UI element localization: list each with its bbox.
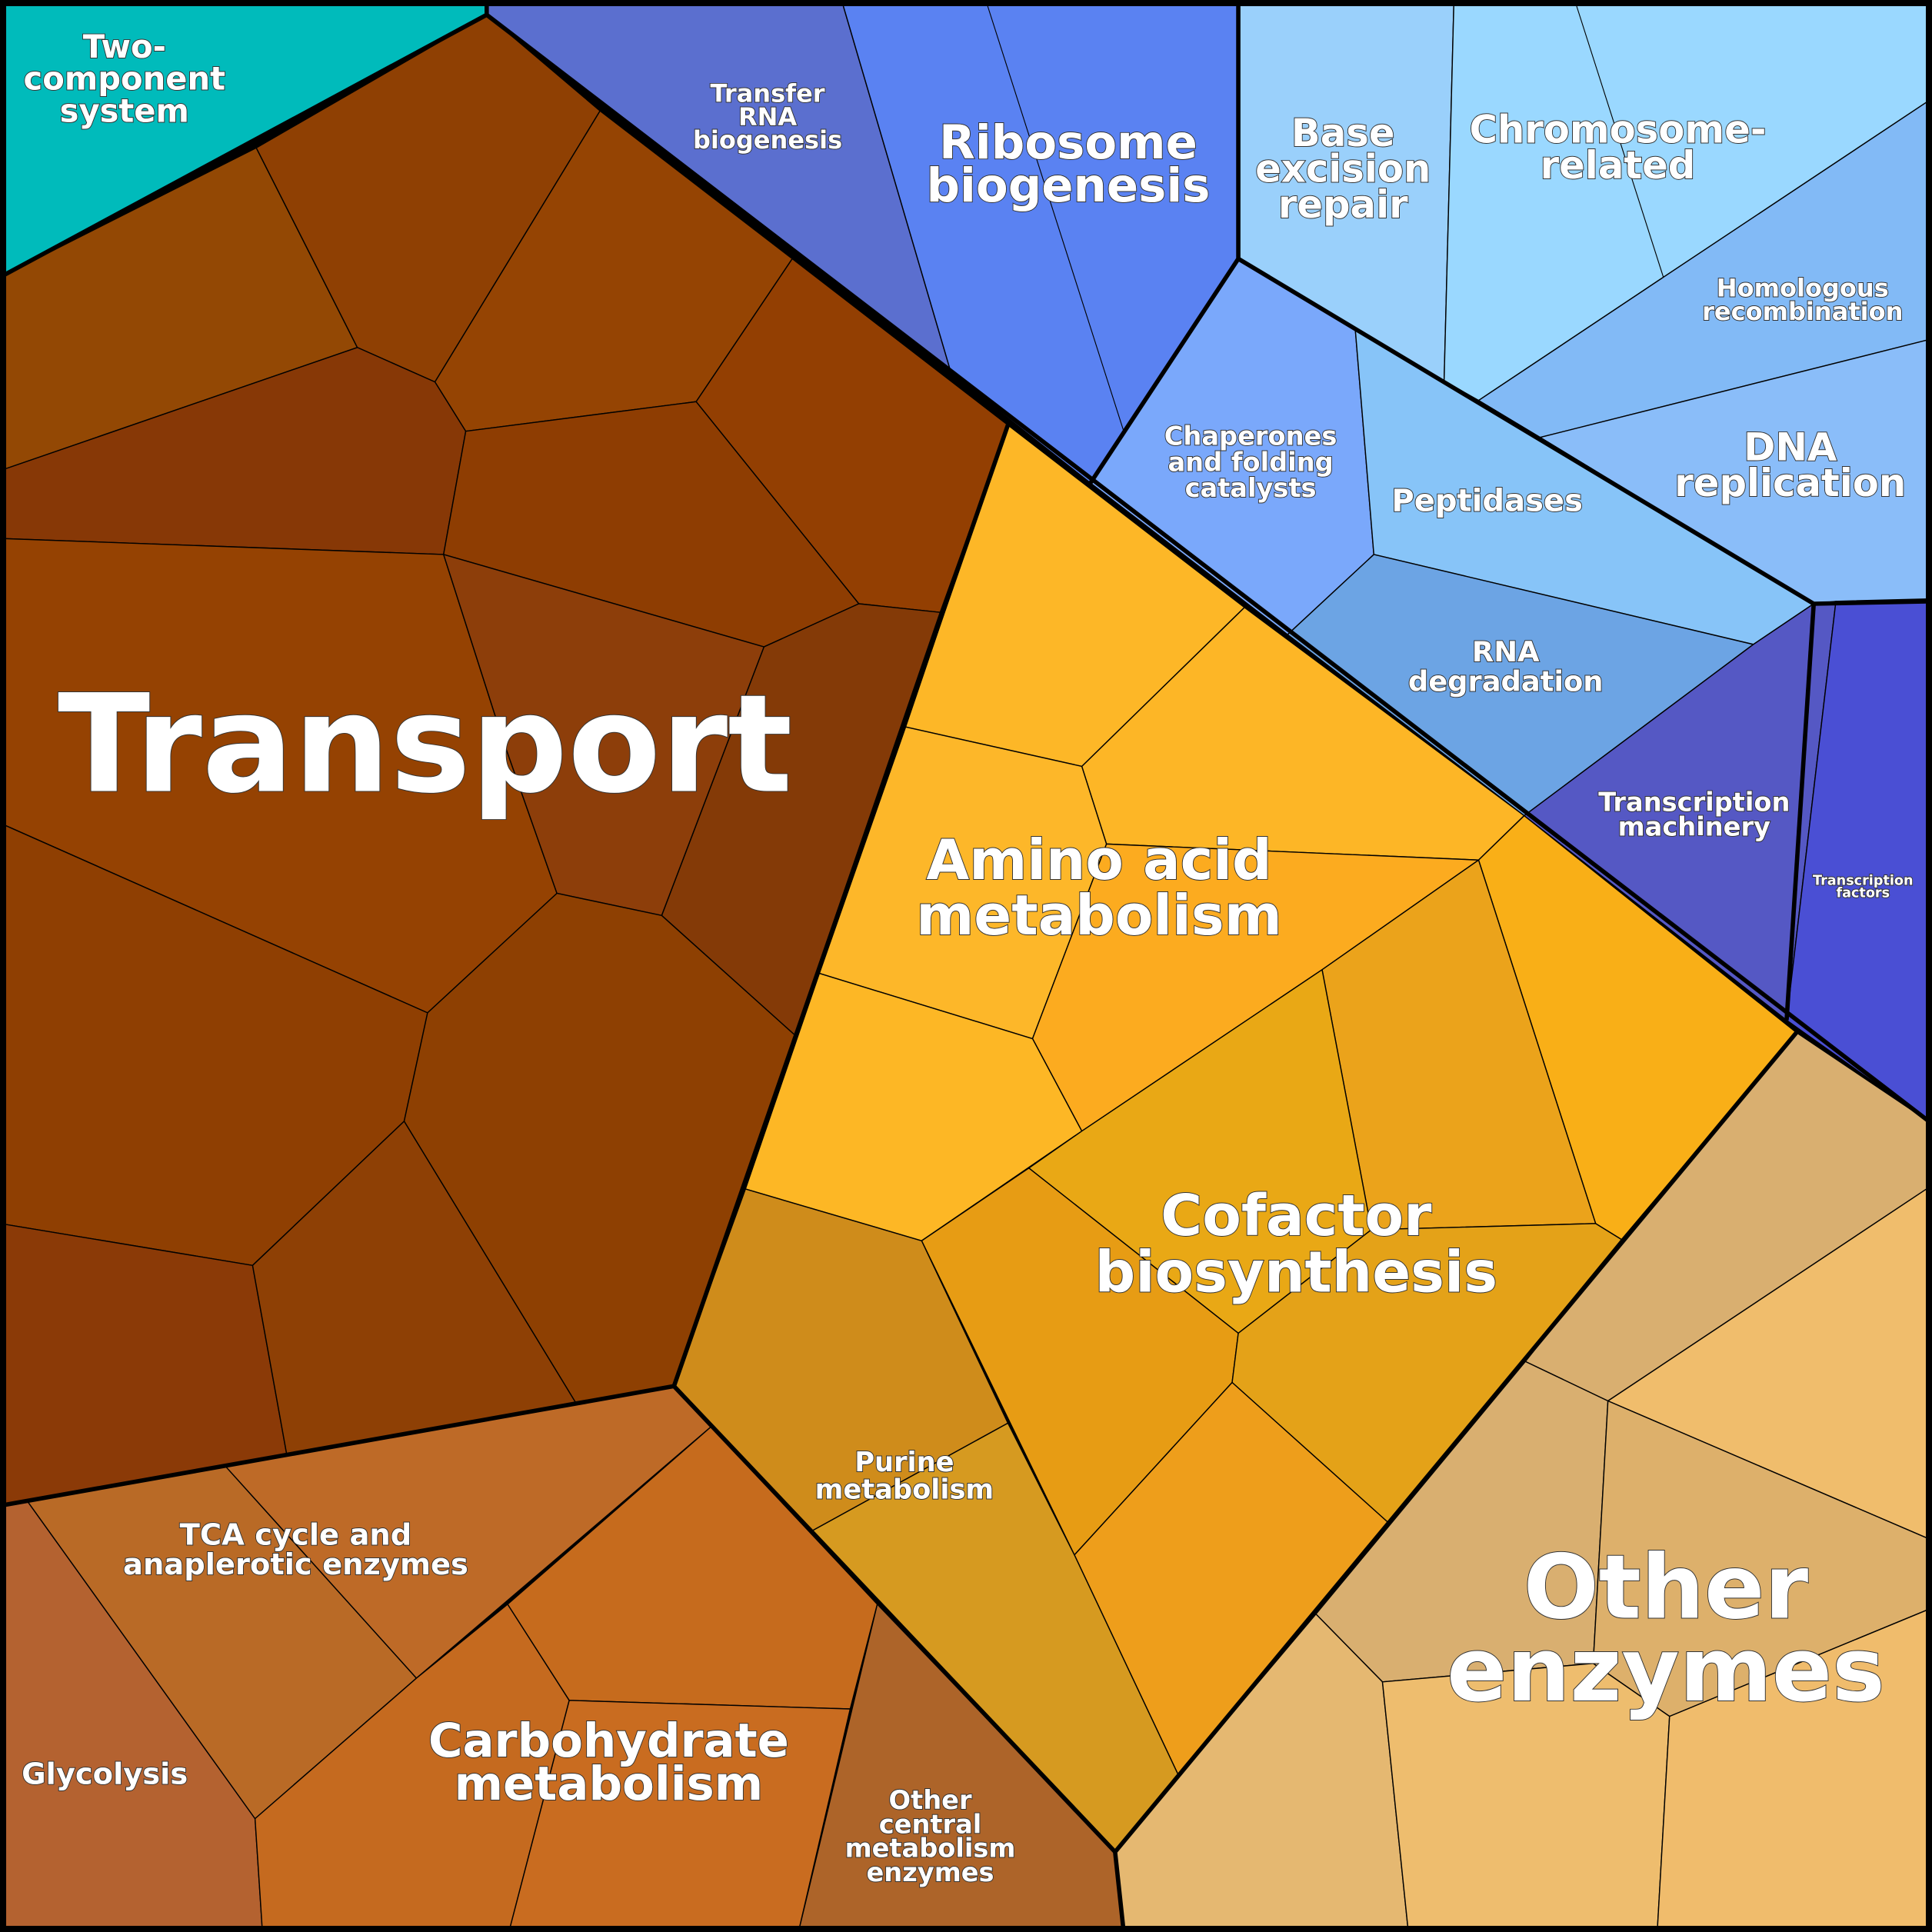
label-line: Other [1524, 1536, 1808, 1639]
label-line: metabolism [455, 1757, 764, 1811]
cell [1786, 598, 1932, 1124]
cell-label: Base excision repair [1255, 111, 1431, 227]
label-line: Base [1291, 111, 1395, 155]
label-line: metabolism [916, 884, 1282, 948]
label-line: Purine [854, 1447, 954, 1478]
label-line: central [879, 1809, 982, 1839]
cell-label: Ribosome biogenesis [926, 115, 1210, 213]
label-line: Carbohydrate [428, 1713, 789, 1767]
label-line: Chaperones [1164, 421, 1337, 451]
label-line: Chromosome- [1470, 107, 1767, 152]
label-line: anaplerotic enzymes [123, 1547, 468, 1582]
label-line: metabolism [815, 1474, 994, 1505]
cell-label: Chromosome-related [1470, 107, 1767, 187]
cell-label: Glycolysis [22, 1757, 188, 1791]
cell-label: Transcription machinery [1598, 787, 1790, 841]
label-line: repair [1278, 182, 1408, 227]
label-line: Peptidases [1391, 484, 1583, 519]
cell-label: Carbohydrate metabolism [428, 1713, 789, 1810]
label-line: biosynthesis [1095, 1241, 1498, 1306]
divider [985, 0, 1124, 431]
divider [1574, 0, 1664, 278]
cell-label: Amino acid metabolism [916, 828, 1282, 948]
label-line: component [24, 60, 226, 98]
label-line: Ribosome [939, 115, 1198, 170]
cell-label: Other enzymes [1447, 1536, 1885, 1721]
label-line: enzymes [866, 1857, 994, 1887]
cell-label: Cofactor biosynthesis [1095, 1184, 1498, 1306]
cell-label: RNA degradation [1408, 635, 1604, 698]
label-line: metabolism [845, 1833, 1016, 1863]
group-border [1088, 0, 1241, 485]
label-line: and folding [1168, 447, 1333, 477]
label-line: Two- [83, 28, 166, 65]
label-line: Amino acid [926, 828, 1271, 893]
cell-label: Transport [58, 665, 792, 824]
label-line: degradation [1408, 665, 1604, 698]
label-line: catalysts [1185, 473, 1317, 503]
cell [1657, 1607, 1932, 1932]
label-line: Glycolysis [22, 1757, 188, 1791]
label-line: Cofactor [1161, 1184, 1432, 1249]
cell-label: Two-component system [24, 28, 226, 129]
label-line: TCA cycle and [180, 1517, 412, 1552]
label-line: factors [1836, 885, 1890, 901]
cell-label: Other central metabolism enzymes [845, 1785, 1016, 1887]
cell-label: Transfer RNA biogenesis [693, 78, 842, 155]
label-line: RNA [738, 102, 797, 132]
label-line: enzymes [1447, 1619, 1885, 1722]
cell-label: DNA replication [1674, 425, 1906, 505]
label-line: DNA [1744, 425, 1837, 469]
cell-label: TCA cycle and anaplerotic enzymes [123, 1517, 468, 1581]
label-line: replication [1674, 461, 1906, 505]
label-line: Transcription [1813, 873, 1914, 888]
label-line: related [1541, 142, 1696, 187]
label-line: Homologous [1717, 273, 1889, 302]
label-line: Transcription [1598, 787, 1790, 817]
label-line: RNA [1472, 635, 1540, 668]
cell-label: Purine metabolism [815, 1447, 994, 1505]
group-border [0, 1384, 1117, 1854]
label-line: Transfer [711, 78, 825, 108]
label-line: excision [1255, 146, 1431, 191]
cell [508, 1700, 851, 1932]
cell-label: Transcription factors [1813, 873, 1914, 901]
group-border [671, 424, 1011, 1387]
label-line: Transport [58, 665, 792, 824]
cell [507, 1426, 878, 1710]
group-border [1784, 603, 1817, 1021]
label-line: Other [889, 1785, 972, 1815]
cell-label: Chaperones and folding catalysts [1164, 421, 1337, 502]
label-line: system [60, 92, 189, 129]
label-line: machinery [1618, 811, 1770, 841]
label-line: recombination [1702, 297, 1903, 326]
cell-label: Peptidases [1391, 484, 1583, 519]
label-line: biogenesis [926, 158, 1210, 213]
cell-label: Homologous recombination [1702, 273, 1903, 325]
group-border [485, 13, 1932, 1126]
label-line: biogenesis [693, 125, 842, 155]
